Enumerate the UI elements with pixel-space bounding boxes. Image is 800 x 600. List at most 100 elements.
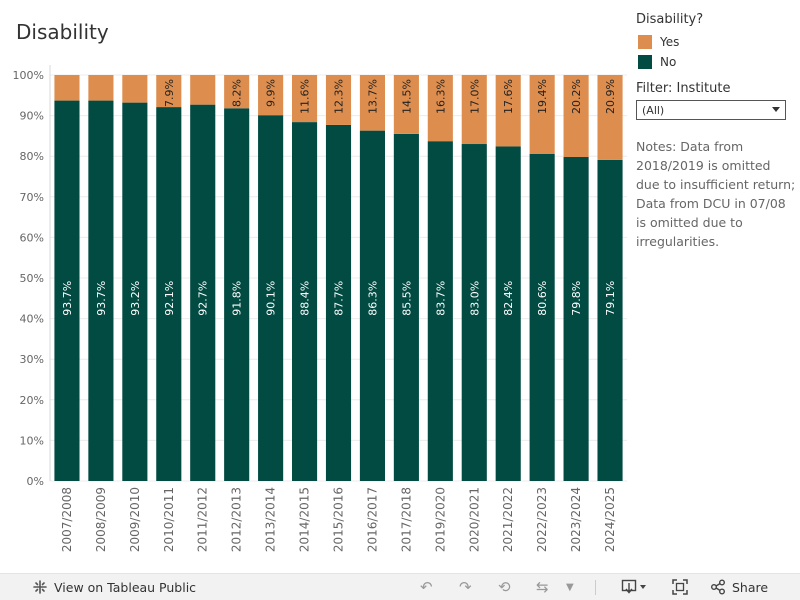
legend-item-yes[interactable]: Yes xyxy=(638,34,679,50)
bar-no xyxy=(529,153,555,481)
bar-no xyxy=(88,100,114,481)
data-label-yes: 9.9% xyxy=(265,79,278,107)
data-label-yes: 20.9% xyxy=(604,79,617,114)
data-label-no: 80.6% xyxy=(536,281,549,316)
bar-yes xyxy=(461,75,487,145)
bar-no xyxy=(461,144,487,481)
bar-no xyxy=(156,107,182,481)
bar-yes xyxy=(258,75,284,116)
bar-no xyxy=(597,159,623,481)
share-label: Share xyxy=(732,579,769,595)
x-tick-label: 2015/2016 xyxy=(332,487,346,552)
bar-yes xyxy=(224,75,250,109)
bar-yes xyxy=(88,75,114,101)
data-label-yes: 17.6% xyxy=(502,79,515,114)
x-tick-label: 2010/2011 xyxy=(162,487,176,552)
data-label-no: 93.2% xyxy=(129,281,142,316)
bar-yes xyxy=(325,75,352,125)
bar-yes xyxy=(292,75,318,123)
data-label-no: 91.8% xyxy=(231,281,244,316)
bar-yes xyxy=(597,75,623,160)
y-tick-label: 60% xyxy=(20,231,44,244)
data-label-yes: 11.6% xyxy=(299,79,312,114)
legend-title: Disability? xyxy=(636,12,704,27)
chart-title: Disability xyxy=(16,20,109,44)
data-label-no: 85.5% xyxy=(400,281,413,316)
data-label-no: 87.7% xyxy=(333,281,346,316)
refresh-icon[interactable]: ⇆ xyxy=(536,578,549,596)
x-tick-label: 2016/2017 xyxy=(365,487,379,552)
data-label-no: 92.7% xyxy=(197,281,210,316)
bar-no xyxy=(190,104,216,481)
download-icon[interactable] xyxy=(621,579,647,599)
footer-toolbar: View on Tableau Public ↶ ↷ ⟲ ⇆ ▼ Share xyxy=(0,573,800,600)
view-on-tableau-link[interactable]: View on Tableau Public xyxy=(32,579,196,595)
data-label-yes: 16.3% xyxy=(434,79,447,114)
bar-yes xyxy=(54,75,80,101)
data-label-yes: 20.2% xyxy=(570,79,583,114)
data-label-no: 88.4% xyxy=(299,281,312,316)
y-tick-label: 70% xyxy=(20,191,44,204)
tableau-logo-icon xyxy=(33,580,47,594)
x-tick-label: 2024/2025 xyxy=(603,487,617,552)
data-label-no: 93.7% xyxy=(95,281,108,316)
institute-filter-dropdown[interactable]: (All) xyxy=(636,100,786,120)
x-tick-label: 2008/2009 xyxy=(94,487,108,552)
legend-item-no[interactable]: No xyxy=(638,54,676,70)
legend-swatch-yes xyxy=(638,35,652,49)
chevron-down-icon xyxy=(772,107,780,112)
share-button[interactable]: Share xyxy=(710,579,768,595)
stacked-bar-chart: 0% 10% 20% 30% 40% 50% 60% 70% 80% 90% 100% 93.7% 20… xyxy=(13,65,627,552)
legend-swatch-no xyxy=(638,55,652,69)
data-label-no: 79.8% xyxy=(570,281,583,316)
bar-no xyxy=(359,130,385,481)
y-tick-label: 80% xyxy=(20,150,44,163)
bar-no xyxy=(563,157,589,481)
x-tick-label: 2011/2012 xyxy=(196,487,210,552)
data-label-yes: 7.9% xyxy=(163,79,176,107)
data-label-no: 93.7% xyxy=(61,281,74,316)
data-label-yes: 19.4% xyxy=(536,79,549,114)
fullscreen-icon[interactable] xyxy=(672,579,688,599)
bar-no xyxy=(495,146,521,481)
bar-no xyxy=(325,124,352,482)
bar-yes xyxy=(495,75,521,147)
redo-icon[interactable]: ↷ xyxy=(459,578,472,596)
bar-no xyxy=(393,133,419,481)
x-tick-label: 2019/2020 xyxy=(433,487,447,552)
data-label-no: 90.1% xyxy=(265,281,278,316)
data-label-no: 83.7% xyxy=(434,281,447,316)
x-tick-label: 2023/2024 xyxy=(569,487,583,552)
data-label-yes: 8.2% xyxy=(231,79,244,107)
bar-yes xyxy=(122,75,148,103)
data-label-yes: 13.7% xyxy=(366,79,379,114)
legend-label-no: No xyxy=(660,55,677,69)
toolbar-divider xyxy=(595,580,596,595)
filter-selected-value: (All) xyxy=(642,103,665,117)
undo-icon[interactable]: ↶ xyxy=(420,578,433,596)
x-tick-label: 2007/2008 xyxy=(60,487,74,552)
data-label-yes: 17.0% xyxy=(468,79,481,114)
y-tick-label: 100% xyxy=(13,69,44,82)
bar-yes xyxy=(156,75,182,108)
revert-icon[interactable]: ⟲ xyxy=(498,578,511,596)
y-tick-label: 90% xyxy=(20,110,44,123)
bar-yes xyxy=(529,75,555,154)
y-tick-label: 10% xyxy=(20,434,44,447)
bar-no xyxy=(258,115,284,481)
view-on-tableau-label: View on Tableau Public xyxy=(54,579,197,595)
bar-yes xyxy=(393,75,419,134)
bar-no xyxy=(427,141,453,482)
x-tick-label: 2009/2010 xyxy=(128,487,142,552)
data-label-yes: 12.3% xyxy=(333,79,346,114)
x-tick-label: 2012/2013 xyxy=(230,487,244,552)
y-tick-label: 50% xyxy=(20,272,44,285)
y-tick-label: 40% xyxy=(20,313,44,326)
data-label-no: 83.0% xyxy=(468,281,481,316)
bar-no xyxy=(224,108,250,482)
y-tick-label: 0% xyxy=(27,475,44,488)
bar-no xyxy=(292,122,318,481)
bar-yes xyxy=(563,75,589,158)
refresh-menu-chevron-icon[interactable]: ▼ xyxy=(566,582,574,593)
filter-title: Filter: Institute xyxy=(636,81,731,96)
